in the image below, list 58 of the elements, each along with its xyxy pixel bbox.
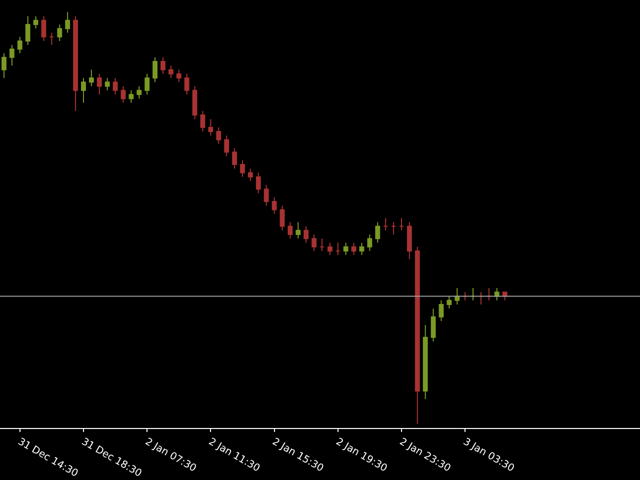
candlestick	[320, 238, 324, 252]
candlestick	[312, 234, 316, 252]
candlestick	[280, 205, 285, 231]
candlestick	[438, 300, 444, 322]
candlestick	[399, 218, 404, 231]
candlestick	[272, 196, 277, 214]
candlestick	[192, 86, 198, 120]
candlestick	[224, 135, 230, 157]
candlestick	[335, 242, 340, 256]
candlestick	[288, 222, 293, 240]
candlestick	[343, 242, 348, 256]
candlestick	[240, 160, 245, 178]
candlestick	[41, 16, 46, 42]
candlestick	[256, 172, 261, 194]
candlestick	[375, 222, 380, 244]
candlestick	[391, 222, 396, 235]
candlestick	[359, 242, 364, 256]
candlestick	[406, 222, 412, 260]
candlestick	[25, 16, 30, 46]
candlestick	[430, 308, 436, 342]
candlestick	[144, 73, 150, 95]
candlestick	[65, 12, 70, 34]
candlestick	[200, 110, 206, 132]
candlestick	[264, 184, 269, 206]
candlestick	[216, 126, 222, 144]
candlestick	[136, 86, 142, 100]
candlestick	[422, 324, 428, 400]
candlestick	[152, 56, 158, 83]
candlestick	[296, 222, 301, 240]
candlestick	[383, 218, 388, 231]
candlestick	[112, 78, 118, 95]
candlestick	[367, 234, 372, 252]
candlestick	[248, 168, 253, 182]
candlestick	[73, 16, 78, 112]
candlestick	[454, 288, 460, 305]
candlestick	[49, 32, 54, 46]
candlestick	[232, 148, 237, 170]
candlestick	[168, 65, 174, 78]
candlestick	[120, 86, 126, 104]
candlestick	[88, 69, 94, 87]
candlestick	[9, 44, 14, 66]
candlestick	[208, 118, 214, 136]
candlestick	[414, 246, 420, 424]
candlestick	[81, 78, 86, 104]
candlestick	[327, 242, 332, 256]
candlestick	[17, 36, 22, 54]
candlestick	[33, 16, 38, 30]
candlestick	[176, 69, 182, 83]
candlestick	[351, 242, 356, 256]
candlestick	[96, 73, 102, 95]
candlestick	[104, 78, 110, 91]
candlestick	[57, 24, 62, 42]
candlestick	[304, 226, 309, 244]
candlestick	[446, 296, 452, 310]
candlestick	[160, 56, 166, 74]
candlestick	[2, 52, 6, 78]
candlestick	[184, 73, 190, 95]
candlestick	[128, 90, 134, 104]
